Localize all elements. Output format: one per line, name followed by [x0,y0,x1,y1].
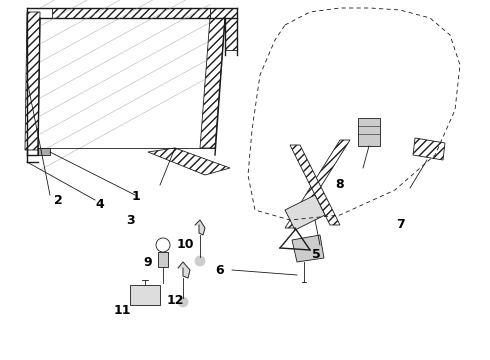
Polygon shape [178,262,190,278]
Polygon shape [195,220,205,235]
Text: 11: 11 [113,303,131,316]
Circle shape [195,256,205,266]
Text: 9: 9 [144,256,152,269]
Polygon shape [158,252,168,267]
Polygon shape [285,195,325,230]
Polygon shape [290,145,340,225]
Polygon shape [292,235,324,262]
Polygon shape [148,148,230,175]
Polygon shape [38,148,50,155]
Polygon shape [285,140,350,228]
Polygon shape [210,8,237,18]
Text: 4: 4 [96,198,104,211]
Polygon shape [52,8,237,18]
Circle shape [178,297,188,307]
Polygon shape [25,12,40,150]
Polygon shape [130,285,160,305]
Text: 2: 2 [53,194,62,207]
Text: 6: 6 [216,264,224,276]
Polygon shape [413,138,445,160]
Text: 7: 7 [395,219,404,231]
Polygon shape [210,8,237,50]
Text: 5: 5 [312,248,320,261]
Text: 3: 3 [126,213,134,226]
Text: 8: 8 [336,179,344,192]
Polygon shape [358,118,380,146]
Polygon shape [200,18,225,148]
Text: 10: 10 [176,238,194,252]
Text: 1: 1 [132,190,140,203]
Text: 12: 12 [166,293,184,306]
